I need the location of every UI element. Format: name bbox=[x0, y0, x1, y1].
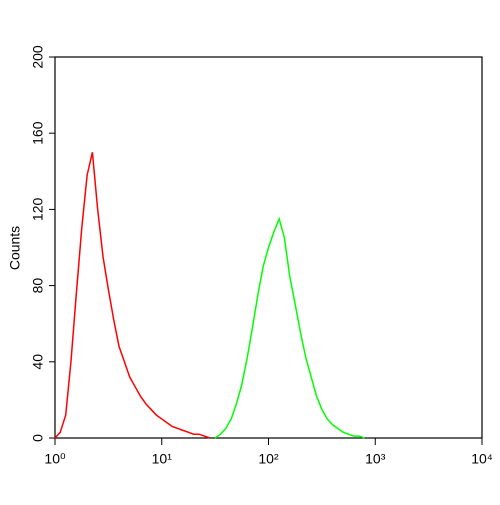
y-tick-label: 160 bbox=[30, 121, 46, 145]
histogram-line bbox=[214, 216, 365, 439]
y-axis-label: Counts bbox=[7, 226, 23, 270]
x-tick-label: 10³ bbox=[365, 451, 386, 467]
y-tick-label: 80 bbox=[30, 278, 46, 294]
x-tick-label: 10⁴ bbox=[471, 451, 493, 467]
x-tick-label: 10⁰ bbox=[44, 451, 66, 467]
x-tick-label: 10² bbox=[258, 451, 279, 467]
x-tick-label: 10¹ bbox=[152, 451, 173, 467]
y-tick-label: 200 bbox=[30, 45, 46, 69]
y-tick-label: 0 bbox=[30, 434, 46, 442]
y-tick-label: 40 bbox=[30, 354, 46, 370]
y-tick-label: 120 bbox=[30, 198, 46, 222]
histogram-line bbox=[54, 152, 211, 439]
